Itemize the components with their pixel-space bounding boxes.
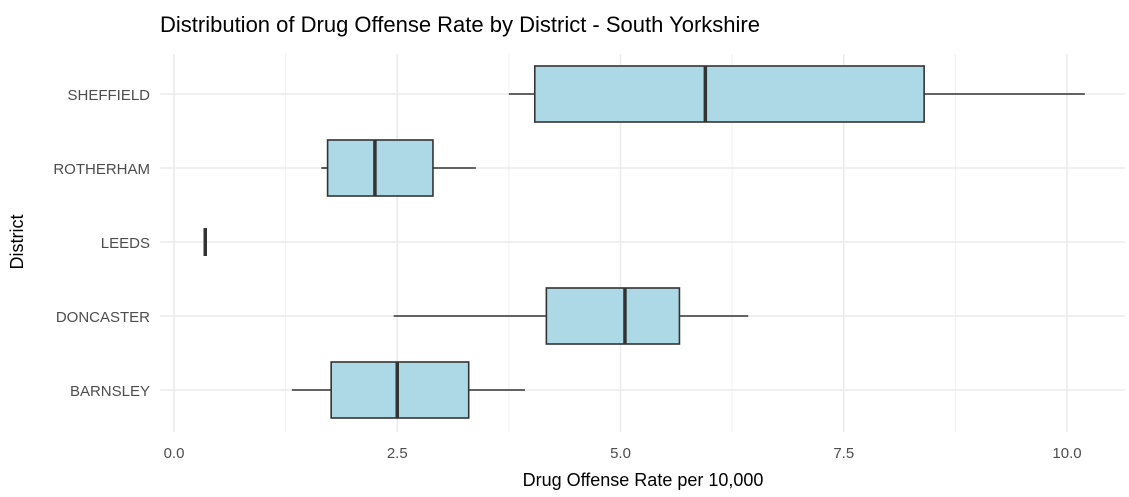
y-tick-labels: BARNSLEY DONCASTER LEEDS ROTHERHAM SHEFFIELD	[53, 87, 150, 400]
x-axis-title: Drug Offense Rate per 10,000	[523, 470, 764, 490]
chart-title: Distribution of Drug Offense Rate by Dis…	[160, 12, 760, 37]
x-tick-label: 10.0	[1052, 445, 1081, 462]
boxes	[203, 65, 1085, 419]
box-sheffield	[508, 65, 1085, 123]
iqr-box	[545, 287, 681, 345]
y-tick-label: SHEFFIELD	[67, 87, 150, 104]
x-tick-label: 5.0	[610, 445, 631, 462]
x-tick-label: 2.5	[387, 445, 408, 462]
y-tick-label: ROTHERHAM	[53, 161, 150, 178]
iqr-box	[533, 65, 925, 123]
box-doncaster	[393, 287, 749, 345]
y-axis-title: District	[7, 215, 27, 270]
x-tick-labels: 0.0 2.5 5.0 7.5 10.0	[164, 445, 1082, 462]
y-tick-label: DONCASTER	[56, 309, 150, 326]
iqr-box	[326, 139, 434, 197]
x-tick-label: 0.0	[164, 445, 185, 462]
y-tick-label: BARNSLEY	[70, 383, 150, 400]
box-barnsley	[291, 361, 525, 419]
x-tick-label: 7.5	[833, 445, 854, 462]
y-tick-label: LEEDS	[101, 235, 150, 252]
box-rotherham	[321, 139, 476, 197]
iqr-box	[330, 361, 470, 419]
